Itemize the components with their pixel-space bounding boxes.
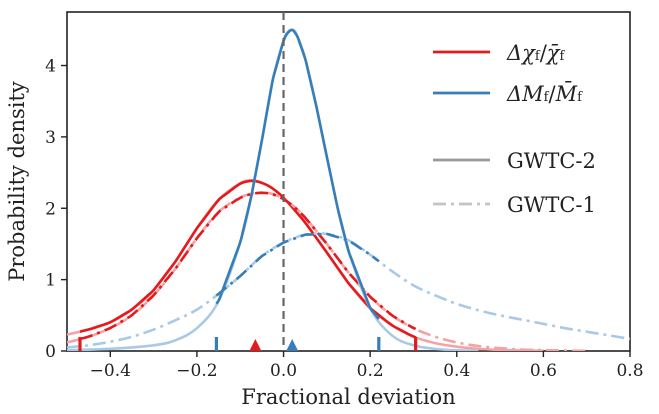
y-tick-label: 2 — [45, 199, 56, 219]
x-axis-label: Fractional deviation — [241, 385, 455, 409]
median-marker-2 — [286, 339, 299, 351]
interval-marks — [78, 337, 418, 351]
median-marker-1 — [249, 339, 262, 351]
series-lines — [67, 28, 630, 351]
chi_gwtc1-line — [79, 191, 417, 341]
x-tick-label: 0.6 — [530, 361, 557, 381]
x-axis-ticks: −0.4 −0.2 0.0 0.2 0.4 0.6 0.8 — [90, 351, 644, 381]
legend-label-4: GWTC-1 — [507, 193, 596, 217]
y-tick-label: 4 — [45, 57, 56, 77]
y-axis-ticks: 0 1 2 3 4 — [45, 57, 67, 362]
mass_gwtc1-line — [215, 232, 380, 297]
y-tick-label: 0 — [45, 342, 56, 362]
x-tick-label: 0.2 — [357, 361, 384, 381]
legend-label-2: ΔMf/M̄f — [506, 81, 583, 106]
x-tick-label: −0.2 — [176, 361, 217, 381]
plot-frame — [66, 11, 631, 352]
legend-label-3: GWTC-2 — [507, 149, 596, 173]
x-tick-label: 0.8 — [616, 361, 643, 381]
chi_gwtc2-line-faded — [67, 179, 544, 351]
chi_gwtc2-line — [79, 179, 417, 339]
y-tick-label: 1 — [45, 271, 56, 291]
chi_gwtc1-line-faded — [67, 191, 587, 351]
mass_gwtc1-line-faded — [67, 232, 630, 349]
x-tick-label: 0.4 — [443, 361, 470, 381]
legend-label-1: Δχf/χ̄f — [506, 41, 566, 65]
y-axis-label: Probability density — [5, 81, 29, 282]
x-tick-label: −0.4 — [90, 361, 131, 381]
plot-area: −0.4 −0.2 0.0 0.2 0.4 0.6 0.8 0 1 2 3 4 — [45, 11, 644, 381]
x-tick-label: 0.0 — [270, 361, 297, 381]
legend: Δχf/χ̄f ΔMf/M̄f GWTC-2 GWTC-1 — [433, 41, 596, 217]
y-tick-label: 3 — [45, 128, 56, 148]
mass_gwtc2-line — [215, 28, 380, 320]
